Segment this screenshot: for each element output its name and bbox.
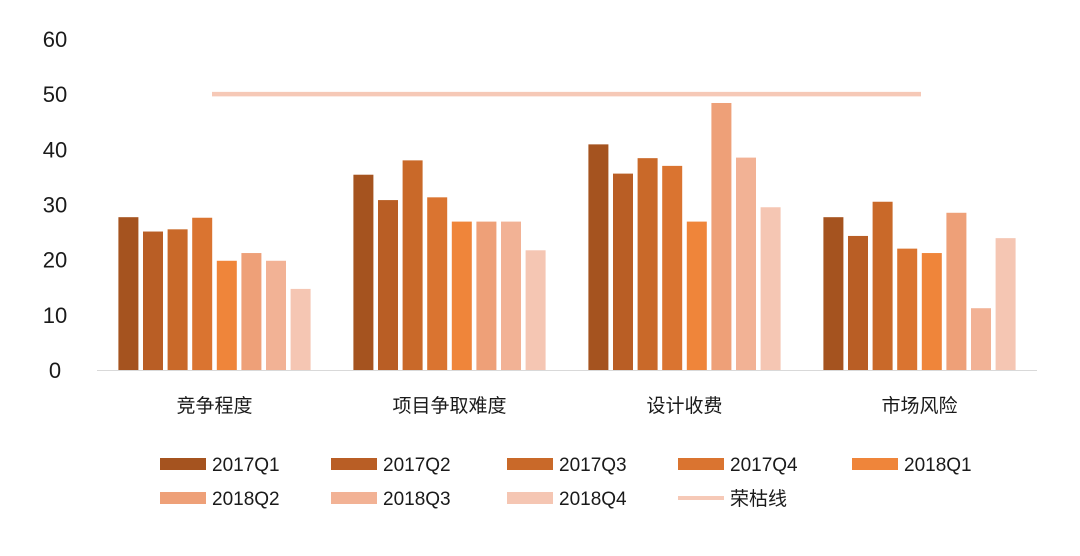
category-label: 市场风险: [881, 395, 957, 417]
bar-2018Q1-3: [686, 221, 707, 370]
bar-2018Q3-2: [501, 221, 521, 370]
bar-2017Q4-4: [897, 248, 918, 370]
legend-label: 2017Q4: [730, 455, 798, 476]
bar-2017Q3-2: [402, 160, 423, 370]
bar-2018Q2-1: [241, 253, 262, 370]
bar-2017Q1-1: [118, 217, 139, 370]
bar-2018Q2-4: [946, 212, 967, 370]
y-tick-label: 20: [43, 248, 67, 273]
bar-2018Q3-1: [266, 260, 286, 370]
bar-2017Q1-4: [823, 217, 844, 370]
legend-label: 2017Q3: [559, 455, 627, 476]
bars-group: [118, 102, 1016, 370]
bar-2017Q2-1: [143, 231, 163, 370]
legend-swatch: [331, 492, 377, 504]
legend-swatch: [678, 458, 724, 470]
bar-2017Q3-1: [167, 229, 188, 370]
legend-label: 2017Q1: [212, 455, 280, 476]
bar-2018Q2-3: [711, 102, 732, 370]
y-tick-label: 50: [43, 82, 67, 107]
y-tick-label: 30: [43, 193, 67, 218]
bar-2018Q3-4: [971, 308, 991, 370]
category-label: 项目争取难度: [392, 395, 506, 417]
bar-2018Q2-2: [476, 221, 497, 370]
bar-2018Q1-1: [216, 260, 237, 370]
bar-2017Q2-2: [378, 200, 398, 370]
bar-2017Q1-2: [353, 174, 374, 370]
bar-2017Q2-4: [848, 235, 868, 370]
y-tick-label: 40: [43, 137, 67, 162]
y-tick-label: 10: [43, 303, 67, 328]
legend-label: 荣枯线: [730, 488, 787, 510]
bar-2018Q4-2: [525, 250, 546, 370]
category-label: 设计收费: [646, 395, 722, 417]
bar-2018Q4-4: [995, 238, 1016, 370]
y-tick-label: 0: [49, 358, 61, 383]
bar-2018Q4-3: [760, 207, 781, 370]
legend-swatch: [507, 458, 553, 470]
bar-2017Q4-1: [192, 217, 213, 370]
bar-2018Q3-3: [736, 157, 756, 370]
legend-swatch: [160, 458, 206, 470]
bar-2017Q4-2: [427, 197, 448, 370]
legend-swatch: [160, 492, 206, 504]
bar-2017Q3-4: [872, 201, 893, 370]
legend-label: 2018Q1: [904, 455, 972, 476]
legend-swatch: [852, 458, 898, 470]
y-tick-label: 60: [43, 27, 67, 52]
legend-label: 2018Q3: [383, 489, 451, 510]
legend-swatch: [507, 492, 553, 504]
legend-swatch: [331, 458, 377, 470]
bar-2018Q1-4: [921, 253, 942, 370]
bar-2018Q1-2: [451, 221, 472, 370]
legend-label: 2018Q2: [212, 489, 280, 510]
y-axis-ticks: 0 10 20 30 40 50 60: [43, 27, 67, 383]
bar-2017Q1-3: [588, 144, 609, 370]
legend-label: 2018Q4: [559, 489, 627, 510]
bar-2018Q4-1: [290, 288, 311, 370]
category-labels: 竞争程度 项目争取难度 设计收费 市场风险: [176, 395, 957, 417]
bar-2017Q3-3: [637, 158, 658, 370]
legend: 2017Q1 2017Q2 2017Q3 2017Q4 2018Q1 2018Q2 2018…: [160, 455, 972, 510]
bar-2017Q2-3: [613, 173, 633, 370]
legend-label: 2017Q2: [383, 455, 451, 476]
bar-2017Q4-3: [662, 165, 683, 370]
category-label: 竞争程度: [176, 395, 252, 417]
